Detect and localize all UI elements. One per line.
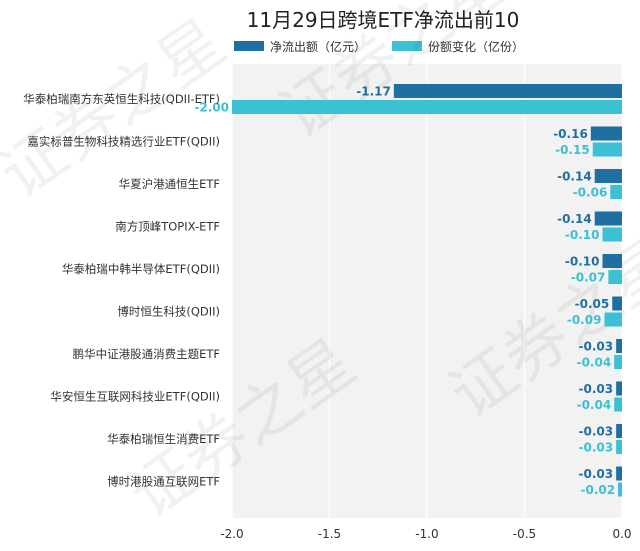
legend: 净流出额（亿元） 份额变化（亿份） bbox=[234, 39, 524, 54]
x-tick-label: -1.0 bbox=[415, 527, 438, 541]
category-label: 华泰柏瑞南方东英恒生科技(QDII-ETF) bbox=[23, 92, 220, 106]
category-label: 华泰柏瑞中韩半导体ETF(QDII) bbox=[62, 262, 220, 276]
chart-title: 11月29日跨境ETF净流出前10 bbox=[247, 8, 520, 32]
data-label: -0.14 bbox=[557, 170, 592, 184]
data-label: -0.06 bbox=[573, 186, 608, 200]
bar bbox=[612, 296, 622, 311]
data-label: -0.04 bbox=[577, 398, 612, 412]
data-label: -0.03 bbox=[579, 382, 614, 396]
bar bbox=[393, 84, 622, 98]
legend-swatch bbox=[234, 41, 264, 51]
legend-label: 份额变化（亿份） bbox=[428, 39, 524, 54]
x-tick-label: -2.0 bbox=[220, 527, 243, 541]
data-label: -0.14 bbox=[557, 212, 592, 226]
bar bbox=[604, 312, 622, 327]
category-labels: 华泰柏瑞南方东英恒生科技(QDII-ETF) 嘉实标普生物科技精选行业ETF(QD… bbox=[23, 92, 220, 489]
data-label: -0.03 bbox=[579, 340, 614, 354]
bar bbox=[616, 466, 622, 481]
bar bbox=[616, 440, 622, 454]
bar bbox=[608, 270, 622, 284]
category-label: 华安恒生互联网科技业ETF(QDII) bbox=[50, 390, 220, 404]
x-tick-label: 0.0 bbox=[612, 527, 631, 541]
bar bbox=[616, 339, 622, 353]
bar bbox=[616, 424, 622, 438]
data-label: -0.15 bbox=[555, 143, 590, 157]
data-label: -0.02 bbox=[581, 483, 616, 497]
bar bbox=[590, 126, 622, 141]
x-tick-label: -0.5 bbox=[513, 527, 536, 541]
x-axis-ticks: -2.0 -1.5 -1.0 -0.5 0.0 bbox=[220, 527, 631, 541]
category-label: 华泰柏瑞恒生消费ETF bbox=[107, 432, 220, 446]
bar bbox=[616, 381, 622, 396]
category-label: 南方顶峰TOPIX-ETF bbox=[115, 220, 220, 234]
bar bbox=[618, 482, 622, 497]
legend-swatch bbox=[392, 41, 422, 51]
bar bbox=[602, 227, 622, 242]
data-label: -0.03 bbox=[579, 441, 614, 455]
data-label: -0.16 bbox=[553, 127, 588, 141]
bar bbox=[592, 142, 622, 157]
data-label: -0.03 bbox=[579, 467, 614, 481]
legend-label: 净流出额（亿元） bbox=[270, 39, 366, 54]
category-label: 鹏华中证港股通消费主题ETF bbox=[73, 347, 220, 361]
bar bbox=[594, 169, 622, 183]
bar bbox=[594, 211, 622, 226]
data-label: -0.10 bbox=[565, 228, 600, 242]
data-label: -1.17 bbox=[356, 85, 391, 99]
x-tick-label: -1.5 bbox=[318, 527, 341, 541]
data-label: -0.04 bbox=[577, 356, 612, 370]
bar bbox=[610, 185, 622, 199]
category-label: 博时恒生科技(QDII) bbox=[117, 305, 220, 319]
data-label: -0.03 bbox=[579, 425, 614, 439]
data-label: -0.09 bbox=[567, 313, 602, 327]
bars: -1.17 -2.00 -0.16 -0.15 -0.14 -0.06 -0.14 -0.10… bbox=[194, 84, 622, 497]
bar bbox=[232, 100, 622, 114]
data-label: -0.07 bbox=[571, 271, 606, 285]
data-label: -0.10 bbox=[565, 255, 600, 269]
bar bbox=[602, 254, 622, 268]
data-label: -2.00 bbox=[194, 101, 229, 115]
category-label: 华夏沪港通恒生ETF bbox=[119, 177, 220, 191]
bar bbox=[614, 355, 622, 369]
data-label: -0.05 bbox=[575, 297, 610, 311]
bar bbox=[614, 397, 622, 412]
category-label: 博时港股通互联网ETF bbox=[107, 475, 220, 489]
category-label: 嘉实标普生物科技精选行业ETF(QDII) bbox=[27, 135, 220, 149]
